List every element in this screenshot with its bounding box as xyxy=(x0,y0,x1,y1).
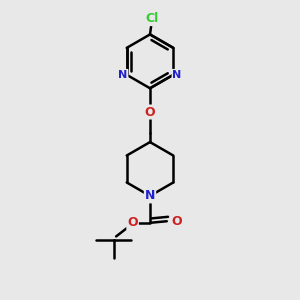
Text: O: O xyxy=(127,216,138,229)
Text: O: O xyxy=(171,215,181,228)
Text: N: N xyxy=(118,70,128,80)
Text: N: N xyxy=(172,70,182,80)
Text: N: N xyxy=(145,189,155,203)
Text: Cl: Cl xyxy=(145,12,158,25)
Text: O: O xyxy=(145,106,155,118)
